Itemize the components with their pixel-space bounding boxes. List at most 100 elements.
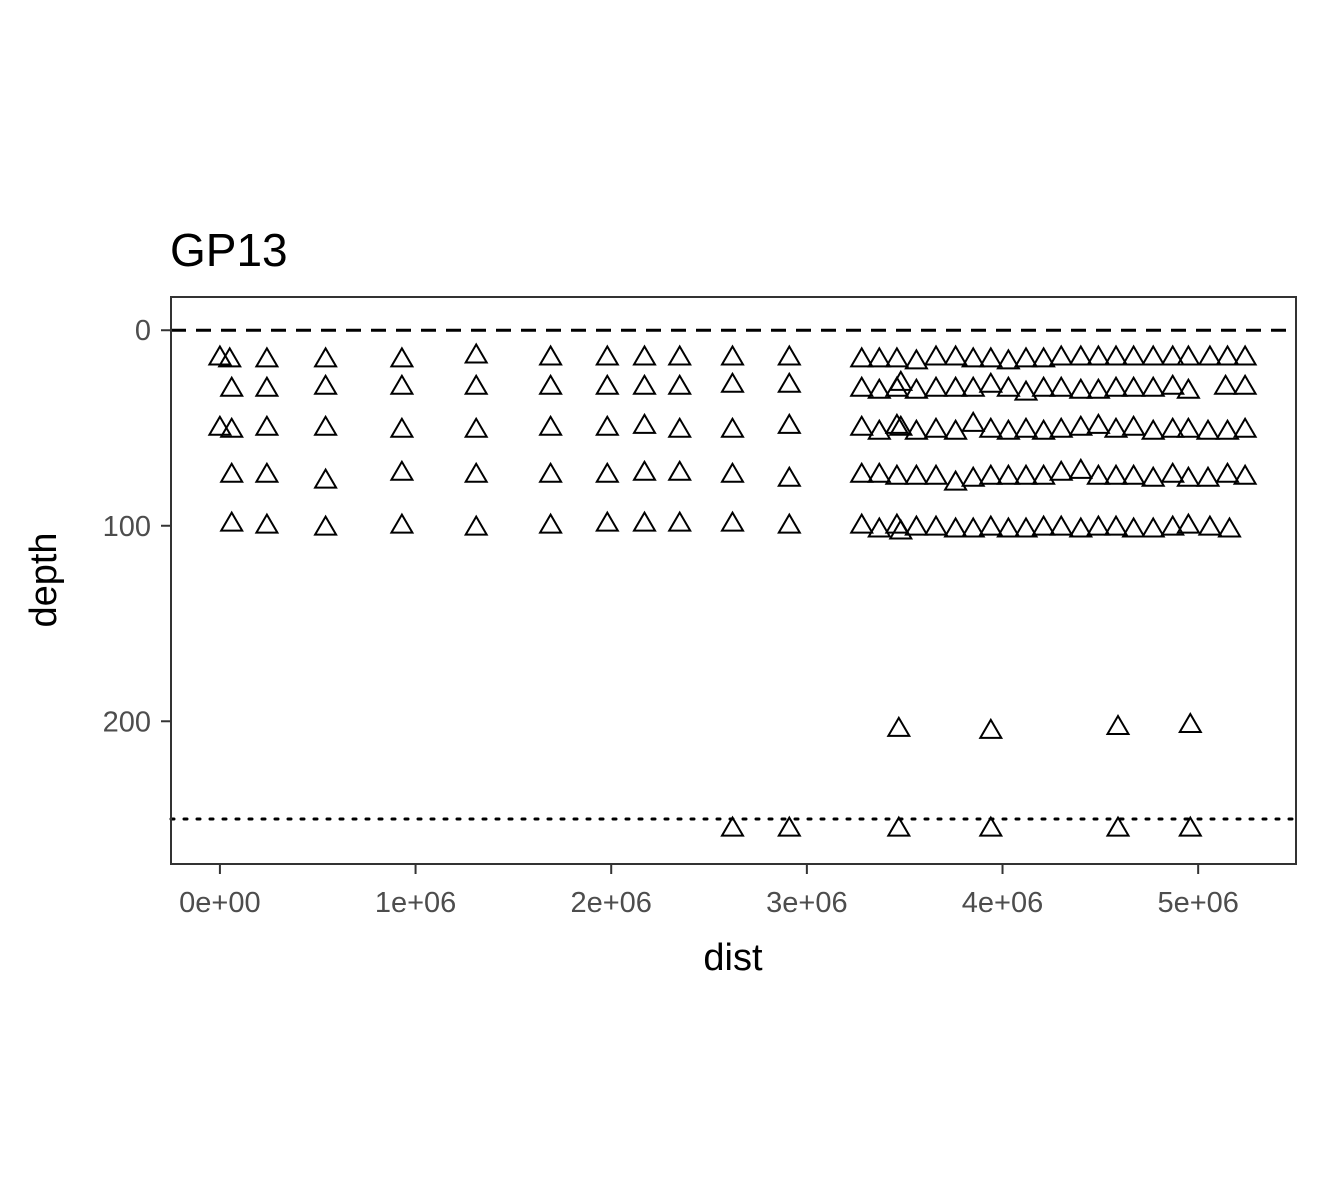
- data-point: [884, 412, 910, 434]
- data-point: [1086, 412, 1111, 434]
- data-point: [978, 815, 1004, 837]
- data-point: [1195, 418, 1221, 440]
- data-point: [867, 377, 892, 399]
- data-point: [888, 369, 914, 391]
- data-point: [463, 373, 489, 395]
- y-axis: 0 100 200: [103, 315, 171, 738]
- data-point: [996, 348, 1021, 370]
- data-point: [254, 461, 280, 483]
- data-point: [1232, 463, 1258, 485]
- data-point: [463, 514, 489, 536]
- data-point: [538, 512, 563, 534]
- data-point: [777, 412, 802, 434]
- data-point: [1031, 375, 1056, 397]
- y-axis-label: depth: [23, 532, 65, 627]
- data-point: [389, 346, 415, 368]
- x-tick-label: 0e+00: [179, 887, 260, 919]
- data-point: [1160, 514, 1185, 536]
- data-point: [978, 514, 1004, 536]
- chart-title: GP13: [170, 224, 288, 276]
- data-point: [313, 467, 338, 489]
- data-point: [867, 418, 892, 440]
- data-point: [595, 461, 620, 483]
- y-tick-label: 0: [135, 315, 151, 347]
- data-point: [1105, 714, 1131, 735]
- data-point: [867, 516, 892, 538]
- data-point: [595, 414, 620, 436]
- data-point: [960, 465, 986, 487]
- data-point: [1048, 416, 1074, 438]
- data-point: [884, 463, 910, 485]
- data-point: [1232, 344, 1258, 366]
- data-point: [219, 416, 244, 438]
- data-point: [217, 346, 242, 368]
- data-point: [943, 516, 968, 538]
- data-point: [1013, 463, 1039, 485]
- data-point: [1013, 416, 1039, 438]
- data-point: [720, 461, 745, 483]
- data-point: [888, 518, 914, 540]
- data-point: [867, 461, 892, 483]
- data-point: [978, 717, 1004, 739]
- data-point: [1103, 344, 1129, 366]
- data-point: [1068, 377, 1094, 399]
- reference-lines: [169, 328, 1298, 821]
- data-point: [313, 414, 338, 436]
- data-point: [1048, 459, 1074, 481]
- data-point: [1160, 344, 1185, 366]
- x-tick-label: 5e+06: [1157, 887, 1238, 919]
- data-point: [777, 465, 802, 487]
- data-point: [923, 416, 949, 438]
- data-point: [1217, 516, 1242, 538]
- data-point: [1121, 463, 1146, 485]
- data-point: [996, 516, 1021, 538]
- data-point: [254, 414, 280, 436]
- data-point: [632, 344, 657, 366]
- data-point: [1105, 815, 1131, 837]
- data-point: [313, 346, 338, 368]
- data-point: [1031, 346, 1056, 368]
- data-point: [777, 371, 802, 393]
- data-point: [1176, 465, 1201, 487]
- data-point: [1178, 815, 1203, 837]
- data-point: [595, 373, 620, 395]
- data-point: [1086, 463, 1111, 485]
- data-point: [632, 459, 657, 481]
- data-point: [463, 461, 489, 483]
- data-point: [1195, 465, 1221, 487]
- data-point: [1140, 465, 1166, 487]
- data-point: [1121, 344, 1146, 366]
- data-point: [849, 512, 874, 534]
- data-point: [1013, 516, 1039, 538]
- data-point: [219, 510, 244, 532]
- data-point: [1068, 457, 1094, 479]
- data-point: [923, 463, 949, 485]
- data-point: [667, 459, 692, 481]
- data-point: [1068, 414, 1094, 436]
- data-point: [595, 344, 620, 366]
- data-point: [884, 346, 910, 368]
- data-point: [849, 461, 874, 483]
- data-point: [538, 461, 563, 483]
- data-point: [923, 344, 949, 366]
- data-point: [1121, 375, 1146, 397]
- data-point: [219, 375, 244, 397]
- data-point: [1048, 375, 1074, 397]
- data-point: [943, 418, 968, 440]
- data-point: [667, 373, 692, 395]
- data-point: [996, 463, 1021, 485]
- data-point: [1178, 712, 1203, 733]
- y-tick-label: 200: [103, 706, 151, 738]
- data-point: [777, 815, 802, 837]
- data-point: [943, 375, 968, 397]
- data-point: [538, 373, 563, 395]
- data-point: [886, 715, 912, 737]
- data-point: [1031, 514, 1056, 536]
- data-point: [1031, 463, 1056, 485]
- data-point: [1215, 344, 1240, 366]
- data-point: [1197, 514, 1223, 536]
- data-point: [254, 375, 280, 397]
- data-point: [960, 410, 986, 432]
- data-point: [978, 346, 1004, 368]
